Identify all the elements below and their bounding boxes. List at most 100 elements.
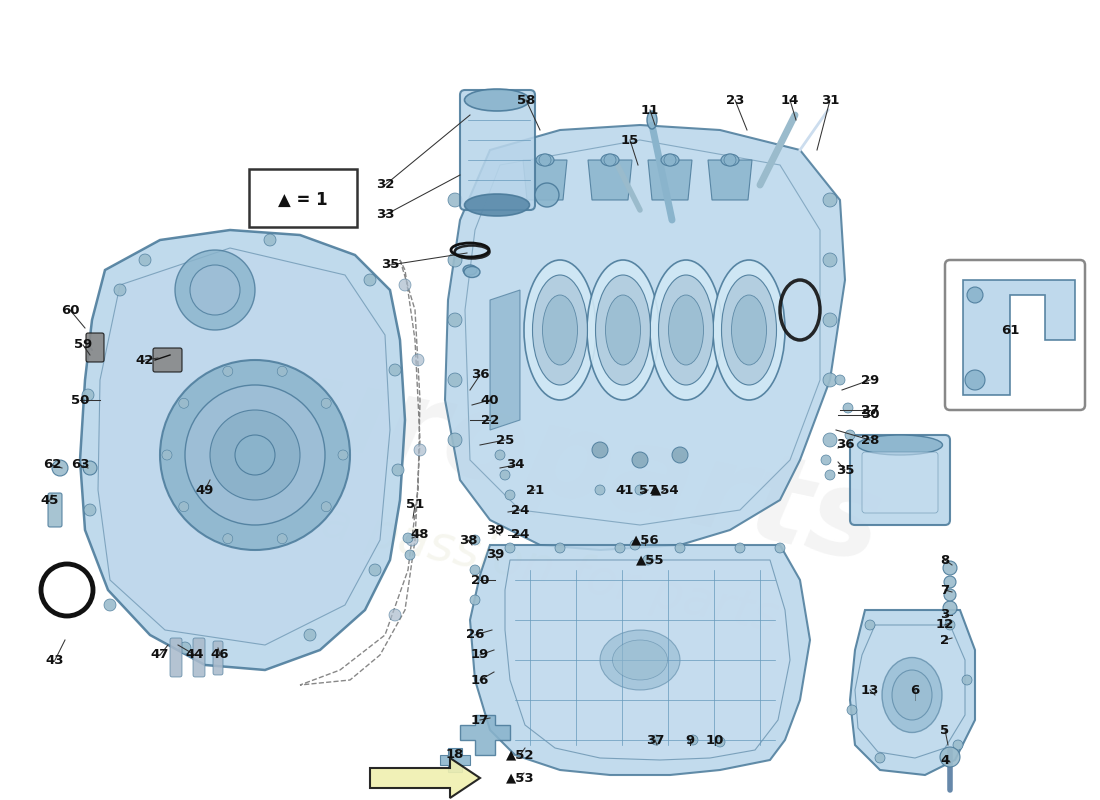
- Ellipse shape: [613, 640, 668, 680]
- Text: 3: 3: [940, 609, 949, 622]
- Circle shape: [277, 534, 287, 544]
- Text: 11: 11: [641, 103, 659, 117]
- Text: ▲56: ▲56: [630, 534, 659, 546]
- Text: 12: 12: [936, 618, 954, 631]
- Text: 23: 23: [726, 94, 745, 106]
- Polygon shape: [588, 160, 632, 200]
- Text: 18: 18: [446, 749, 464, 762]
- Text: 38: 38: [459, 534, 477, 546]
- Circle shape: [845, 430, 855, 440]
- Text: 19: 19: [471, 649, 490, 662]
- Circle shape: [470, 565, 480, 575]
- Circle shape: [651, 735, 661, 745]
- Circle shape: [304, 629, 316, 641]
- Ellipse shape: [464, 89, 529, 111]
- Circle shape: [953, 740, 962, 750]
- Text: 59: 59: [74, 338, 92, 351]
- Circle shape: [82, 389, 94, 401]
- Text: 46: 46: [211, 649, 229, 662]
- Text: ▲54: ▲54: [651, 483, 680, 497]
- Polygon shape: [80, 230, 405, 670]
- Ellipse shape: [536, 154, 554, 166]
- Circle shape: [556, 543, 565, 553]
- Polygon shape: [465, 140, 820, 525]
- Circle shape: [406, 534, 418, 546]
- Text: 20: 20: [471, 574, 490, 586]
- Circle shape: [82, 461, 97, 475]
- Circle shape: [595, 485, 605, 495]
- Circle shape: [321, 398, 331, 408]
- FancyBboxPatch shape: [850, 435, 950, 525]
- Ellipse shape: [659, 275, 714, 385]
- FancyBboxPatch shape: [862, 452, 938, 513]
- Circle shape: [405, 550, 415, 560]
- Circle shape: [210, 410, 300, 500]
- Text: 48: 48: [410, 529, 429, 542]
- Circle shape: [644, 555, 653, 565]
- Text: 5: 5: [940, 723, 949, 737]
- Circle shape: [264, 234, 276, 246]
- Ellipse shape: [532, 275, 587, 385]
- Text: 17: 17: [471, 714, 490, 726]
- Ellipse shape: [892, 670, 932, 720]
- Polygon shape: [446, 125, 845, 550]
- Text: 43: 43: [46, 654, 64, 666]
- Circle shape: [160, 360, 350, 550]
- Circle shape: [835, 375, 845, 385]
- Polygon shape: [850, 610, 975, 775]
- Ellipse shape: [605, 295, 640, 365]
- Circle shape: [735, 543, 745, 553]
- Ellipse shape: [732, 295, 767, 365]
- Circle shape: [940, 747, 960, 767]
- Text: 4: 4: [940, 754, 949, 766]
- FancyBboxPatch shape: [249, 169, 358, 227]
- Ellipse shape: [464, 194, 529, 216]
- FancyBboxPatch shape: [460, 90, 535, 210]
- Circle shape: [965, 370, 985, 390]
- Text: 42: 42: [135, 354, 154, 366]
- Ellipse shape: [722, 275, 777, 385]
- Circle shape: [967, 287, 983, 303]
- Circle shape: [945, 620, 955, 630]
- Text: 36: 36: [471, 369, 490, 382]
- Text: 57: 57: [639, 483, 657, 497]
- Circle shape: [664, 154, 676, 166]
- Circle shape: [688, 735, 698, 745]
- Circle shape: [823, 193, 837, 207]
- Text: 35: 35: [381, 258, 399, 271]
- Circle shape: [175, 250, 255, 330]
- Text: 21: 21: [526, 483, 544, 497]
- Text: ▲ = 1: ▲ = 1: [278, 191, 328, 209]
- Text: 61: 61: [1001, 323, 1020, 337]
- Text: 26: 26: [465, 629, 484, 642]
- Circle shape: [84, 504, 96, 516]
- Circle shape: [414, 444, 426, 456]
- FancyBboxPatch shape: [153, 348, 182, 372]
- Polygon shape: [490, 290, 520, 430]
- Ellipse shape: [595, 275, 650, 385]
- Text: 14: 14: [781, 94, 800, 106]
- Circle shape: [865, 620, 874, 630]
- Text: 49: 49: [196, 483, 214, 497]
- Circle shape: [52, 460, 68, 476]
- Text: 44: 44: [186, 649, 205, 662]
- Circle shape: [944, 576, 956, 588]
- Circle shape: [223, 534, 233, 544]
- Text: ▲55: ▲55: [636, 554, 664, 566]
- Circle shape: [535, 183, 559, 207]
- Polygon shape: [440, 748, 470, 772]
- Text: 45: 45: [41, 494, 59, 506]
- Ellipse shape: [720, 154, 739, 166]
- Text: 37: 37: [646, 734, 664, 746]
- Circle shape: [843, 403, 852, 413]
- Text: ▲53: ▲53: [506, 771, 535, 785]
- Text: 32: 32: [376, 178, 394, 191]
- Ellipse shape: [713, 260, 785, 400]
- Ellipse shape: [464, 266, 480, 278]
- Text: 36: 36: [836, 438, 855, 451]
- Circle shape: [185, 385, 324, 525]
- Text: 10: 10: [706, 734, 724, 746]
- Text: 29: 29: [861, 374, 879, 386]
- Polygon shape: [708, 160, 752, 200]
- Polygon shape: [505, 560, 790, 760]
